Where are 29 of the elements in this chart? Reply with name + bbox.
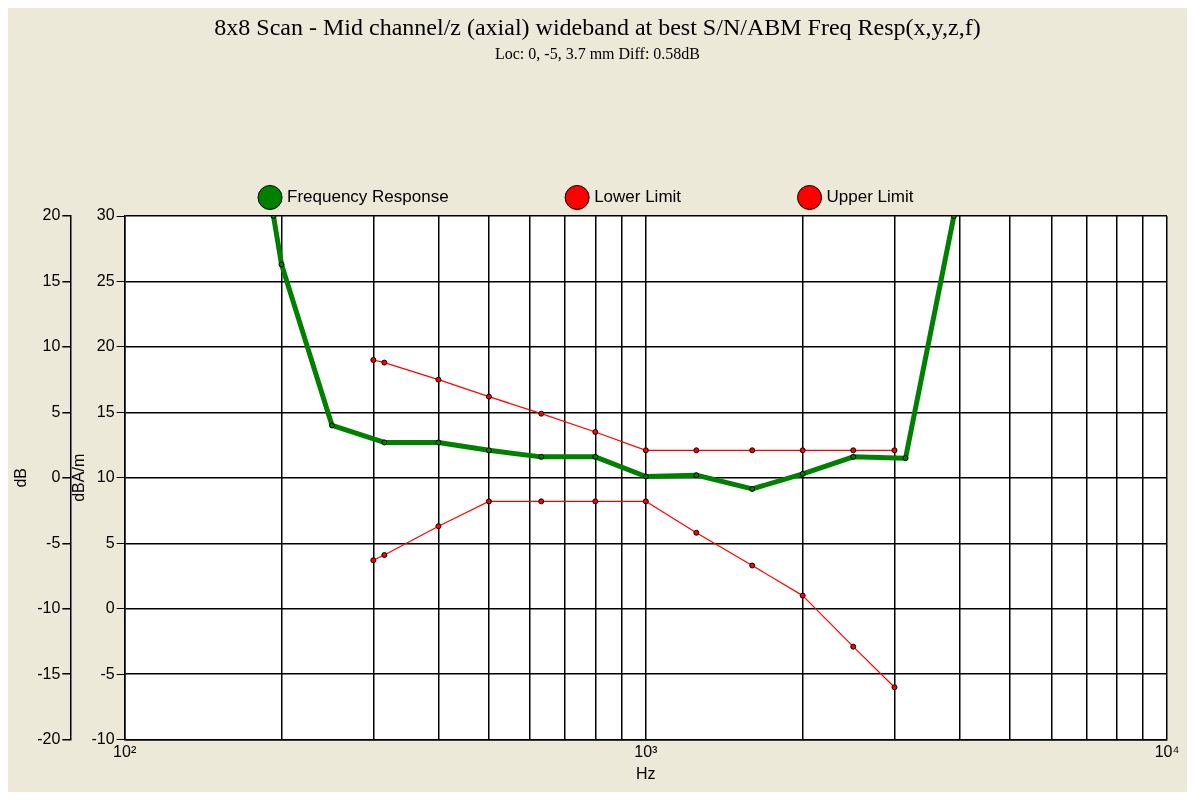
y-tick-label: -20 [37, 730, 61, 748]
y2-tick-label: 5 [105, 533, 115, 551]
y2-tick-label: -10 [91, 730, 115, 748]
y-tick-label: 10 [42, 337, 61, 355]
y2-tick-label: 15 [96, 402, 115, 420]
y-tick-label: 5 [51, 402, 61, 420]
y2-tick-label: -5 [100, 664, 115, 682]
y-tick-label: 0 [51, 468, 61, 486]
x-tick-label: 10⁴ [1154, 742, 1180, 760]
y-tick-label: 20 [42, 206, 61, 224]
x-axis-title: Hz [636, 764, 656, 782]
y2-tick-label: 25 [96, 271, 115, 289]
legend-label: Upper Limit [826, 187, 914, 207]
y2-tick-label: 20 [96, 337, 115, 355]
chart-title: 8x8 Scan - Mid channel/z (axial) wideband at best S/N/ABM Freq Resp(x,y,z,f) [213, 13, 982, 41]
chart-subtitle: Loc: 0, -5, 3.7 mm Diff: 0.58dB [494, 45, 701, 63]
y2-tick-label: 10 [96, 468, 115, 486]
y2-axis-title: dBA/m [70, 453, 88, 502]
y-tick-label: 15 [42, 271, 61, 289]
y2-tick-label: 30 [96, 206, 115, 224]
y-axis-title: dB [12, 468, 30, 488]
y2-tick-label: 0 [105, 599, 115, 617]
y-tick-label: -10 [37, 599, 61, 617]
x-tick-label: 10³ [634, 742, 659, 760]
legend-label: Frequency Response [287, 187, 449, 207]
x-tick-label: 10² [113, 742, 137, 760]
legend-label: Lower Limit [594, 187, 682, 207]
y-tick-label: -5 [46, 533, 61, 551]
y-tick-label: -15 [37, 664, 61, 682]
